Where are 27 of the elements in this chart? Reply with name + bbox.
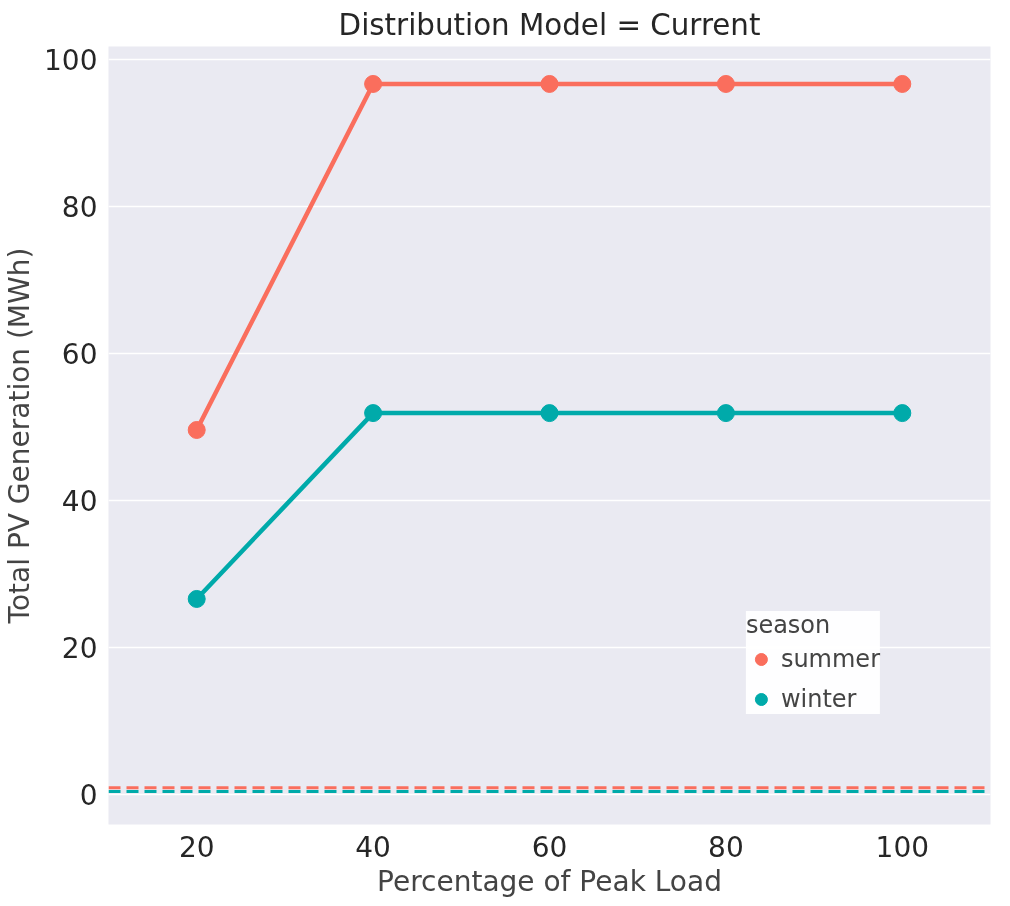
chart-title: Distribution Model = Current	[338, 7, 761, 42]
y-tick-label: 0	[79, 778, 98, 812]
x-tick-label: 40	[355, 830, 391, 864]
x-tick-label: 80	[708, 830, 744, 864]
legend-title: season	[745, 611, 832, 639]
point	[364, 404, 383, 423]
y-tick-label: 60	[61, 338, 98, 372]
legend-label: winter	[780, 685, 857, 713]
y-tick-label: 20	[61, 631, 98, 665]
point	[893, 74, 912, 93]
point	[716, 74, 735, 93]
point	[716, 404, 735, 423]
y-tick-label: 100	[44, 44, 98, 78]
point	[364, 74, 383, 93]
y-axis-title: Total PV Generation (MWh)	[3, 247, 37, 625]
x-axis-title: Percentage of Peak Load	[377, 864, 722, 898]
x-tick-label: 60	[531, 830, 568, 864]
y-tick-label: 80	[61, 191, 98, 225]
legend-label: summer	[780, 645, 880, 673]
x-tick-label: 100	[875, 830, 930, 864]
point	[540, 404, 559, 423]
x-tick-label: 20	[178, 830, 215, 864]
point	[540, 74, 559, 93]
point	[187, 589, 206, 608]
point	[187, 421, 206, 439]
y-tick-label: 40	[61, 485, 98, 519]
point	[893, 404, 912, 423]
